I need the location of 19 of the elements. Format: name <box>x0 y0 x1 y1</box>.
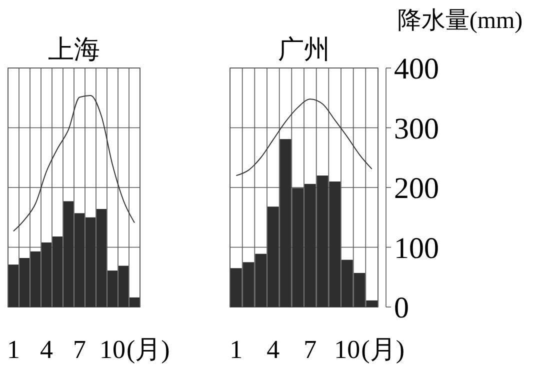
chart-title: 上海 <box>48 35 100 64</box>
x-axis-title: (月) <box>361 335 404 364</box>
y-tick-label: 0 <box>394 292 409 324</box>
y-tick-label: 400 <box>394 52 439 86</box>
x-tick-label: 4 <box>266 335 280 364</box>
y-tick-label: 300 <box>394 112 439 146</box>
x-tick-label: 7 <box>304 335 317 364</box>
y-tick-label: 100 <box>394 232 439 265</box>
x-tick-label: 1 <box>230 335 243 364</box>
x-tick-label: 10 <box>334 335 360 364</box>
x-tick-label: 7 <box>73 335 86 364</box>
y-tick-label: 200 <box>394 172 439 205</box>
x-axis-title: (月) <box>126 335 170 364</box>
y-axis-title: 降水量(mm) <box>397 8 523 34</box>
x-tick-label: 1 <box>7 335 20 364</box>
x-tick-label: 4 <box>40 335 53 364</box>
chart-title: 广州 <box>278 35 330 64</box>
line-series <box>236 98 372 176</box>
x-tick-label: 10 <box>100 335 126 364</box>
